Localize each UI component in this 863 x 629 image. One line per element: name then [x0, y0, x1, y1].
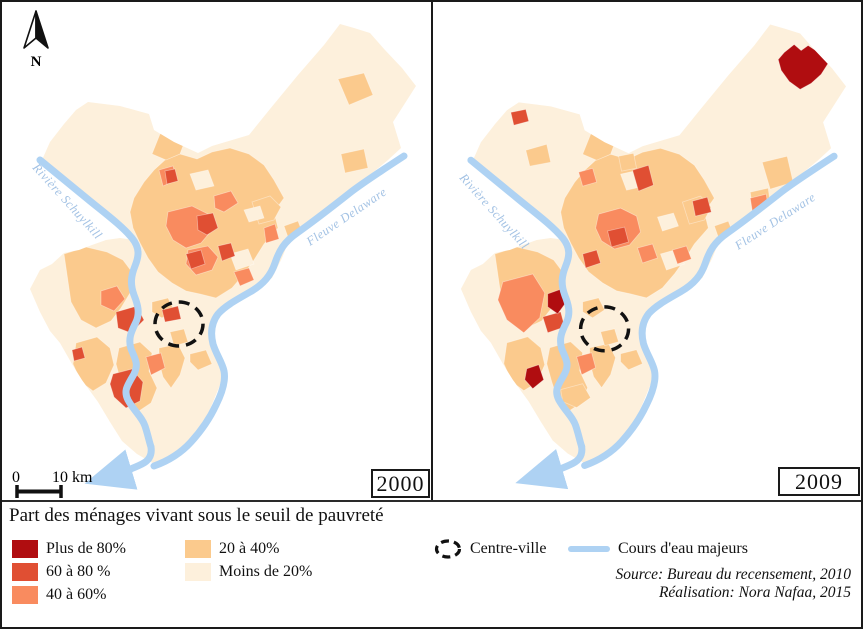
map-panel-2009: Rivière Schuylkill Fleuve Delaware 2009: [433, 2, 861, 500]
river-outlet: [84, 443, 155, 490]
tract-patch: [340, 148, 369, 174]
credit-source: Source: Bureau du recensement, 2010: [615, 566, 851, 583]
legend-item-20-40: 20 à 40%: [185, 540, 279, 558]
centre-ville-circle: [578, 305, 631, 353]
tract-patch: [185, 249, 206, 270]
centre-ville-icon: [434, 539, 462, 559]
legend-title: Part des ménages vivant sous le seuil de…: [9, 505, 384, 526]
tract-patch: [217, 242, 236, 262]
tract-patch: [233, 267, 255, 287]
river-outlet: [515, 443, 586, 490]
tract-patch: [196, 212, 219, 236]
credit-realisation: Réalisation: Nora Nafaa, 2015: [658, 583, 851, 601]
credits: Source: Bureau du recensement, 2010 Réal…: [616, 566, 851, 601]
north-arrow-icon: N: [23, 10, 49, 70]
tract-patch: [497, 273, 546, 334]
panel-divider: [431, 2, 433, 500]
legend-item-plus80: Plus de 80%: [12, 540, 126, 558]
tract-patch: [100, 285, 126, 312]
scale-bar: 0 10 km: [12, 469, 93, 498]
legend-label-plus80: Plus de 80%: [46, 540, 126, 557]
swatch-plus80: [12, 540, 38, 558]
tract-patch: [578, 167, 598, 187]
tract-patch: [600, 328, 620, 347]
tract-patch: [213, 190, 239, 213]
delaware-river: [150, 152, 408, 470]
tract-patch: [576, 352, 597, 376]
legend-label-20-40: 20 à 40%: [219, 540, 280, 557]
year-label-2000: 2000: [371, 469, 430, 498]
legend-label-centre-ville: Centre-ville: [470, 540, 547, 557]
north-label: N: [31, 54, 42, 70]
tract-patch: [656, 212, 679, 232]
tract-patch: [582, 249, 602, 269]
choropleth-map-2009: Rivière Schuylkill Fleuve Delaware: [456, 24, 847, 490]
tract-patch: [164, 168, 179, 185]
river-line-icon: [568, 546, 610, 552]
legend-item-cours-eau: Cours d'eau majeurs: [568, 540, 748, 558]
tract-patch: [632, 164, 654, 192]
tract-patches: [494, 43, 829, 412]
legend-item-centre-ville: Centre-ville: [434, 539, 547, 559]
legend-label-moins20: Moins de 20%: [219, 563, 313, 580]
choropleth-map-2000: Rivière Schuylkill Fleuve Delaware: [29, 24, 416, 490]
tract-patch: [145, 352, 166, 376]
tract-patch: [595, 207, 641, 250]
delaware-river: [581, 152, 838, 469]
tract-patch: [229, 248, 255, 271]
legend-item-moins20: Moins de 20%: [185, 563, 312, 581]
tract-patch: [607, 226, 630, 248]
swatch-20-40: [185, 540, 211, 558]
swatch-40-60: [12, 586, 38, 604]
schuylkill-river: [36, 156, 155, 451]
tract-patch: [510, 108, 530, 126]
legend-label-40-60: 40 à 60%: [46, 586, 107, 603]
tract-patch: [620, 349, 644, 371]
scale-distance-label: 10 km: [52, 469, 93, 486]
legend-label-60-80: 60 à 80 %: [46, 563, 111, 580]
tract-patch: [618, 152, 637, 172]
tract-patch: [243, 205, 265, 223]
tract-patch: [169, 328, 189, 347]
tract-patch: [525, 143, 552, 167]
tract-patch: [524, 364, 545, 390]
legend-label-cours-eau: Cours d'eau majeurs: [618, 540, 748, 557]
tract-patch: [337, 72, 374, 106]
tract-patch: [671, 245, 692, 265]
tract-patch: [161, 305, 182, 323]
scale-zero-label: 0: [12, 469, 20, 486]
tract-patch: [263, 223, 280, 244]
tract-patch: [189, 349, 213, 371]
legend: Part des ménages vivant sous le seuil de…: [2, 500, 861, 627]
legend-item-40-60: 40 à 60%: [12, 586, 106, 604]
tract-patches: [63, 72, 374, 412]
swatch-moins20: [185, 563, 211, 581]
tract-patch: [71, 346, 86, 362]
legend-item-60-80: 60 à 80 %: [12, 563, 110, 581]
map-panel-2000: Rivière Schuylkill Fleuve Delaware N 0 10…: [2, 2, 431, 500]
tract-patch: [691, 196, 712, 217]
schuylkill-river: [467, 156, 586, 451]
tract-patch: [637, 243, 658, 264]
centre-ville-circle: [153, 300, 205, 348]
year-label-2009: 2009: [778, 467, 860, 496]
swatch-60-80: [12, 563, 38, 581]
tract-patch: [189, 169, 215, 191]
tract-patch: [777, 43, 829, 90]
